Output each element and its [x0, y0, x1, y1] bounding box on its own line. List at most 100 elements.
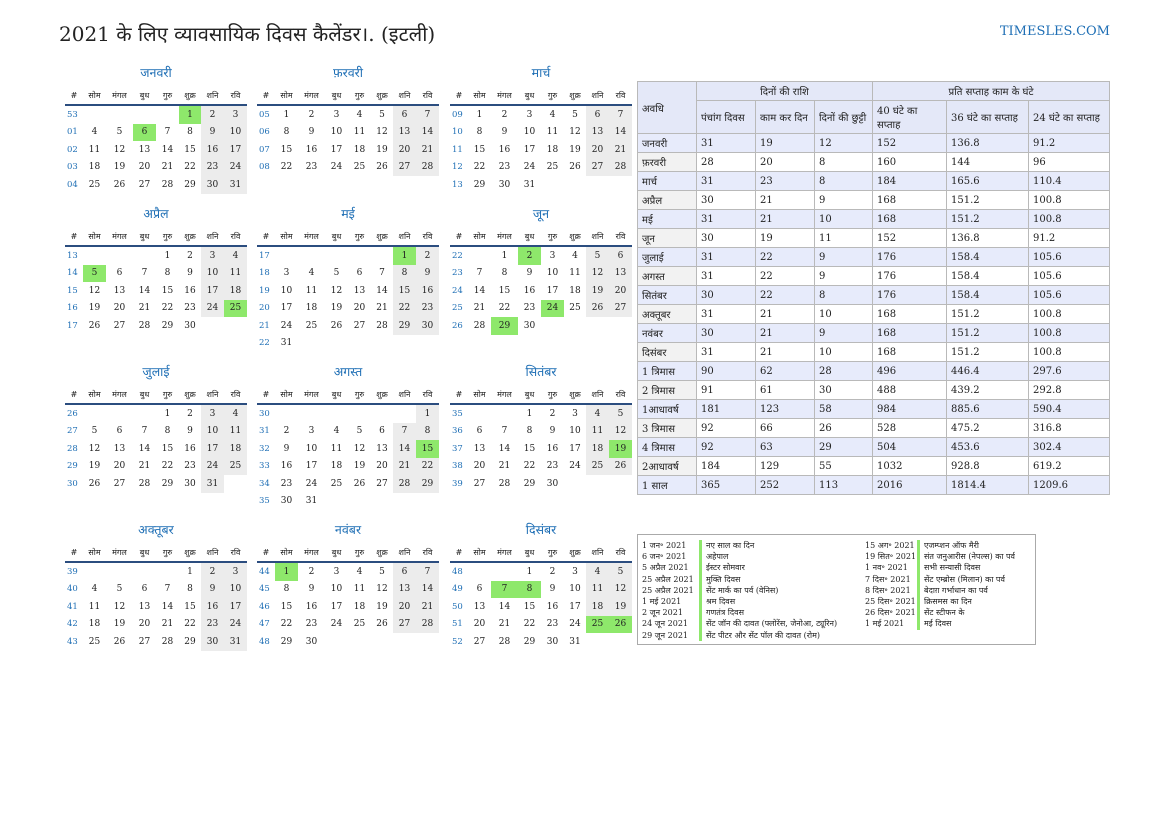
day-cell: 26 — [113, 636, 126, 647]
holiday-item: 15 अग॰ 2021 एजम्प्शन ऑफ मैरी — [865, 540, 1015, 552]
day-cell: 14 — [376, 285, 388, 296]
day-cell: 10 — [305, 443, 318, 454]
weekday-header: रवि — [230, 90, 241, 100]
week-row: 50 13 14 15 16 17 18 19 — [450, 598, 632, 616]
day-cell: 5 — [116, 584, 123, 595]
empty-cell — [275, 246, 298, 265]
weekend-day-cell: 28 — [416, 158, 439, 176]
stats-value-cell: 30 — [696, 323, 756, 343]
weekday-header: सोम — [280, 389, 293, 399]
weekend-day-cell: 9 — [201, 580, 224, 598]
holiday-day-cell: 1 — [179, 105, 201, 124]
weekday-header: गुरु — [162, 231, 173, 241]
day-cell: 17 — [546, 285, 559, 296]
week-number: 30 — [259, 408, 270, 419]
holiday-column-right: 15 अग॰ 2021 एजम्प्शन ऑफ मैरी 19 सित॰ 2021 स… — [865, 540, 1015, 630]
empty-cell — [371, 493, 393, 511]
weekday-header: शनि — [398, 231, 411, 241]
holiday-item: 1 मई 2021 श्रम दिवस — [642, 595, 837, 608]
day-cell: 19 — [376, 601, 388, 612]
week-number: 08 — [259, 162, 270, 173]
day-cell: 8 — [164, 268, 171, 279]
weekend-day-cell: 28 — [609, 158, 632, 176]
stats-value-cell: 92 — [696, 437, 756, 457]
holiday-date: 8 दिस॰ 2021 — [865, 585, 911, 595]
stats-value-cell: 21 — [755, 304, 815, 324]
day-cell: 24 — [305, 478, 318, 489]
week-row: 40 4 5 6 7 8 9 10 — [65, 580, 247, 598]
weekday-header: सोम — [88, 90, 101, 100]
weekday-header: गुरु — [162, 389, 173, 399]
week-row: 14 5 6 7 8 9 10 11 — [65, 264, 247, 282]
day-cell: 29 — [523, 636, 536, 647]
weekday-header: बुध — [524, 90, 535, 100]
day-cell: 3 — [572, 566, 578, 577]
day-cell: 23 — [305, 619, 318, 630]
day-cell: 12 — [113, 601, 126, 612]
stats-value-cell: 92 — [696, 418, 756, 438]
day-cell: 5 — [379, 109, 385, 120]
stats-sub-header: काम कर दिन — [755, 100, 815, 134]
weekend-day-cell: 4 — [586, 404, 609, 423]
day-cell: 15 — [161, 443, 174, 454]
stats-row: 1 त्रिमास 90 62 28 496 446.4 297.6 — [637, 361, 1110, 381]
weekday-header: मंगल — [304, 389, 319, 399]
day-cell: 6 — [476, 426, 483, 437]
day-cell: 28 — [498, 478, 511, 489]
week-number: 26 — [452, 320, 463, 331]
month-table: # सोम मंगल बुध गुरु शुक्र शनि रवि 05 1 2 3 4 5 6 7 06 8 9 1… — [257, 86, 439, 176]
day-cell: 14 — [138, 285, 151, 296]
stats-value-cell: 151.2 — [946, 304, 1029, 324]
day-cell: 2 — [549, 566, 556, 577]
day-cell: 22 — [184, 619, 196, 630]
weekend-day-cell: 3 — [224, 105, 247, 124]
day-cell: 22 — [523, 619, 536, 630]
stats-value-cell: 20 — [755, 152, 815, 172]
day-cell: 13 — [113, 443, 126, 454]
weekend-day-cell: 27 — [393, 158, 416, 176]
stats-sub-header: पंचांग दिवस — [696, 100, 756, 134]
day-cell: 30 — [305, 636, 318, 647]
stats-row: मार्च 31 23 8 184 165.6 110.4 — [637, 171, 1110, 191]
month-title: सितंबर — [525, 364, 557, 379]
day-cell: 20 — [473, 619, 486, 630]
weekend-day-cell: 14 — [393, 440, 416, 458]
empty-cell — [133, 105, 156, 124]
week-row: 30 26 27 28 29 30 31 — [65, 475, 247, 493]
day-cell: 20 — [376, 461, 388, 472]
day-cell: 27 — [113, 478, 126, 489]
week-number: 23 — [452, 268, 463, 279]
weekend-day-cell: 24 — [224, 158, 247, 176]
day-cell: 20 — [473, 461, 486, 472]
site-link[interactable]: TIMESLES.COM — [999, 24, 1110, 39]
empty-cell — [586, 317, 609, 335]
weekend-day-cell: 25 — [224, 457, 247, 475]
day-cell: 6 — [116, 268, 123, 279]
day-cell: 10 — [569, 426, 581, 437]
holiday-column-left: 1 जन॰ 2021 नए साल का दिन 6 जन॰ 2021 अहेपाल 5… — [642, 540, 837, 641]
holiday-day-cell: 25 — [224, 299, 247, 317]
empty-cell — [83, 105, 106, 124]
week-row: 31 2 3 4 5 6 7 8 — [257, 422, 439, 440]
week-number: 29 — [67, 461, 78, 472]
week-number: 18 — [259, 268, 270, 279]
day-cell: 28 — [161, 636, 174, 647]
weekend-day-cell: 22 — [393, 299, 416, 317]
week-number: 11 — [452, 144, 463, 155]
day-cell: 20 — [138, 162, 151, 173]
stats-value-cell: 63 — [755, 437, 815, 457]
stats-value-cell: 100.8 — [1028, 323, 1110, 343]
empty-cell — [393, 404, 416, 423]
stats-value-cell: 292.8 — [1028, 380, 1110, 400]
holiday-day-cell: 8 — [518, 580, 541, 598]
day-cell: 11 — [353, 127, 366, 138]
week-number: 24 — [452, 285, 463, 296]
empty-cell — [468, 246, 491, 265]
weekend-day-cell: 18 — [224, 440, 247, 458]
day-cell: 4 — [549, 109, 556, 120]
weekday-header: मंगल — [112, 547, 127, 557]
weekday-header: गुरु — [354, 389, 365, 399]
weekday-header: बुध — [331, 90, 342, 100]
month-table: # सोम मंगल बुध गुरु शुक्र शनि रवि 09 1 2 3 4 5 6 7 10 8 9 1… — [450, 86, 632, 194]
empty-cell — [491, 404, 518, 423]
